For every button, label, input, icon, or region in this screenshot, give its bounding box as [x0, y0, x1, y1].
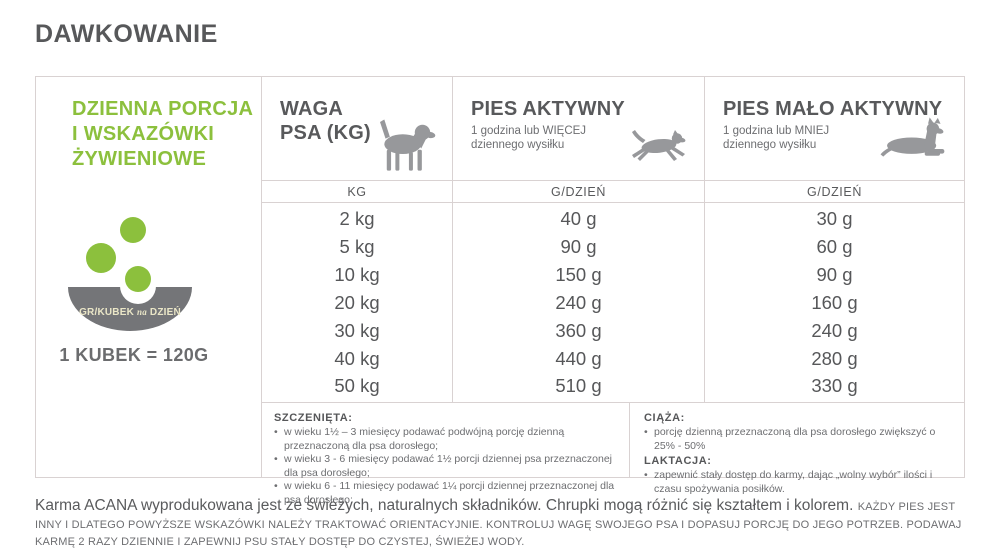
footer-small-text: KAŻDY PIES JEST INNY I DLATEGO POWYŻSZE … [35, 501, 962, 548]
puppies-bullet: • w wieku 6 - 11 miesięcy podawać 1¼ por… [274, 480, 615, 506]
left-panel-heading: DZIENNA PORCJA I WSKAZÓWKI ŻYWIENIOWE [72, 97, 253, 172]
pregnancy-lactation-notes: CIĄŻA: • porcję dzienną przeznaczoną dla… [629, 403, 964, 495]
left-panel-heading-line: I WSKAZÓWKI [72, 123, 215, 145]
active-column-title: PIES AKTYWNY [471, 98, 625, 120]
page-title: DAWKOWANIE [35, 20, 218, 48]
puppies-bullet: • w wieku 3 - 6 miesięcy podawać 1½ porc… [274, 453, 613, 479]
left-panel-heading-line: DZIENNA PORCJA [72, 98, 254, 120]
puppies-heading: SZCZENIĘTA: [274, 412, 353, 424]
lying-dog-icon [880, 117, 952, 158]
less-active-portion-value: 160 g [811, 291, 858, 313]
dosage-table: DZIENNA PORCJA I WSKAZÓWKI ŻYWIENIOWE GR… [35, 76, 965, 506]
bullet-marker: • [644, 426, 648, 438]
active-portion-value: 90 g [560, 236, 597, 258]
puppies-bullet: • w wieku 1½ – 3 miesięcy podawać podwój… [274, 426, 565, 452]
bullet-marker: • [644, 469, 648, 482]
bullet-marker: • [274, 426, 278, 438]
active-portion-column: 40 g 90 g 150 g 240 g 360 g 440 g 510 g [452, 203, 704, 403]
weight-value: 20 kg [334, 291, 380, 313]
weight-value: 30 kg [334, 319, 380, 341]
less-active-column-title: PIES MAŁO AKTYWNY [723, 98, 943, 120]
pregnancy-bullet: • porcję dzienną przeznaczoną dla psa do… [644, 426, 936, 452]
weight-value: 10 kg [334, 264, 380, 286]
kibble-bowl-icon: GR/KUBEK na DZIEŃ [58, 193, 208, 333]
weight-value: 50 kg [334, 375, 380, 397]
weight-values-column: 2 kg 5 kg 10 kg 20 kg 30 kg 40 kg 50 kg [262, 203, 452, 403]
subheader-less-active-gday: G/DZIEŃ [704, 181, 964, 203]
notes-section: SZCZENIĘTA: • w wieku 1½ – 3 miesięcy po… [262, 403, 964, 506]
left-panel: DZIENNA PORCJA I WSKAZÓWKI ŻYWIENIOWE GR… [36, 77, 262, 477]
less-active-portion-value: 240 g [811, 319, 858, 341]
active-portion-value: 360 g [555, 319, 602, 341]
lactation-bullet: • zapewnić stały dostęp do karmy, dając … [644, 469, 933, 495]
footer-lead-text: Karma ACANA wyprodukowana jest ze świeży… [35, 497, 858, 514]
weight-value: 5 kg [339, 236, 375, 258]
standing-dog-icon [372, 116, 436, 176]
weight-value: 40 kg [334, 347, 380, 369]
weight-value: 2 kg [339, 208, 375, 230]
weight-column-title: WAGA PSA (KG) [280, 98, 371, 144]
pregnancy-heading: CIĄŻA: [644, 412, 685, 424]
active-portion-value: 440 g [555, 347, 602, 369]
active-portion-value: 150 g [555, 264, 602, 286]
left-panel-heading-line: ŻYWIENIOWE [72, 148, 207, 170]
bullet-marker: • [274, 453, 278, 466]
puppies-notes: SZCZENIĘTA: • w wieku 1½ – 3 miesięcy po… [262, 403, 629, 506]
cup-equivalence-note: 1 KUBEK = 120G [59, 345, 209, 365]
less-active-portion-value: 280 g [811, 347, 858, 369]
column-header-active: PIES AKTYWNY 1 godzina lub WIĘCEJ dzienn… [452, 77, 704, 181]
less-active-portion-value: 330 g [811, 375, 858, 397]
less-active-portion-value: 60 g [816, 236, 853, 258]
bowl-label: GR/KUBEK na DZIEŃ [79, 305, 181, 318]
bullet-marker: • [274, 480, 278, 493]
active-portion-value: 240 g [555, 291, 602, 313]
active-column-subtitle: 1 godzina lub WIĘCEJ dziennego wysiłku [471, 125, 587, 151]
active-portion-value: 510 g [555, 375, 602, 397]
running-dog-icon [628, 129, 688, 165]
lactation-heading: LAKTACJA: [644, 455, 712, 468]
less-active-portion-value: 30 g [816, 208, 853, 230]
subheader-active-gday: G/DZIEŃ [452, 181, 704, 203]
column-header-less-active: PIES MAŁO AKTYWNY 1 godzina lub MNIEJ dz… [704, 77, 964, 181]
less-active-portion-value: 90 g [816, 264, 853, 286]
column-header-weight: WAGA PSA (KG) [262, 77, 452, 181]
less-active-portion-column: 30 g 60 g 90 g 160 g 240 g 280 g 330 g [704, 203, 964, 403]
footer-disclaimer: Karma ACANA wyprodukowana jest ze świeży… [35, 498, 969, 551]
subheader-kg: KG [262, 181, 452, 203]
active-portion-value: 40 g [560, 208, 597, 230]
less-active-column-subtitle: 1 godzina lub MNIEJ dziennego wysiłku [723, 125, 830, 151]
